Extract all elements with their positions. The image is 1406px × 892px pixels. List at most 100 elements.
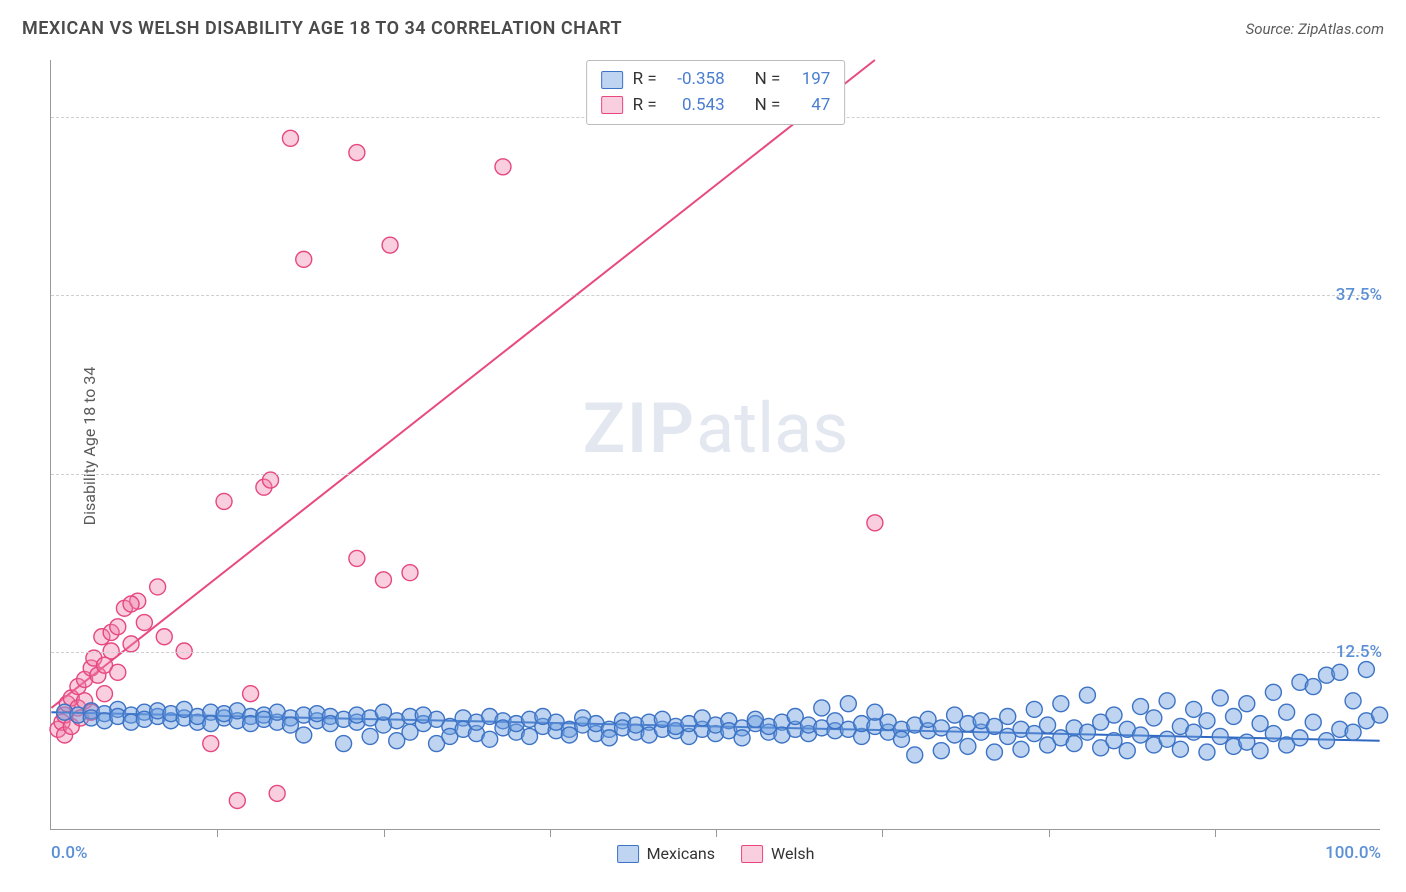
- data-point[interactable]: [1159, 731, 1175, 747]
- data-point[interactable]: [1186, 724, 1202, 740]
- stats-row-welsh: R = 0.543 N = 47: [601, 93, 831, 119]
- data-point[interactable]: [907, 747, 923, 763]
- data-point[interactable]: [1146, 710, 1162, 726]
- data-point[interactable]: [1279, 704, 1295, 720]
- legend-item-welsh[interactable]: Welsh: [741, 844, 814, 863]
- data-point[interactable]: [986, 744, 1002, 760]
- data-point[interactable]: [1199, 713, 1215, 729]
- stat-label-r: R =: [633, 67, 657, 93]
- data-point[interactable]: [1053, 696, 1069, 712]
- data-point[interactable]: [216, 493, 232, 509]
- data-point[interactable]: [1332, 664, 1348, 680]
- data-point[interactable]: [136, 615, 152, 631]
- stat-label-n2: N =: [755, 93, 781, 119]
- data-point[interactable]: [123, 636, 139, 652]
- gridline: [51, 474, 1380, 475]
- data-point[interactable]: [734, 730, 750, 746]
- data-point[interactable]: [1106, 707, 1122, 723]
- data-point[interactable]: [986, 718, 1002, 734]
- data-point[interactable]: [97, 686, 113, 702]
- data-point[interactable]: [1186, 701, 1202, 717]
- legend-item-mexicans[interactable]: Mexicans: [617, 844, 715, 863]
- data-point[interactable]: [382, 237, 398, 253]
- data-point[interactable]: [243, 686, 259, 702]
- data-point[interactable]: [933, 743, 949, 759]
- data-point[interactable]: [867, 515, 883, 531]
- data-point[interactable]: [1305, 714, 1321, 730]
- data-point[interactable]: [269, 785, 285, 801]
- swatch-welsh: [601, 96, 623, 114]
- data-point[interactable]: [814, 700, 830, 716]
- data-point[interactable]: [336, 736, 352, 752]
- data-point[interactable]: [229, 793, 245, 809]
- data-point[interactable]: [1358, 662, 1374, 678]
- gridline: [51, 295, 1380, 296]
- stat-welsh-r: 0.543: [667, 93, 725, 119]
- stats-box: R = -0.358 N = 197 R = 0.543 N = 47: [586, 60, 846, 125]
- data-point[interactable]: [1079, 724, 1095, 740]
- data-point[interactable]: [1133, 727, 1149, 743]
- data-point[interactable]: [495, 159, 511, 175]
- data-point[interactable]: [840, 696, 856, 712]
- stat-welsh-n: 47: [790, 93, 830, 119]
- data-point[interactable]: [1199, 744, 1215, 760]
- legend-label-welsh: Welsh: [771, 844, 814, 863]
- data-point[interactable]: [282, 717, 298, 733]
- data-point[interactable]: [1066, 736, 1082, 752]
- data-point[interactable]: [156, 629, 172, 645]
- data-point[interactable]: [1000, 709, 1016, 725]
- data-point[interactable]: [349, 550, 365, 566]
- data-point[interactable]: [867, 704, 883, 720]
- data-point[interactable]: [601, 730, 617, 746]
- data-point[interactable]: [1265, 726, 1281, 742]
- data-point[interactable]: [1319, 733, 1335, 749]
- data-point[interactable]: [1159, 693, 1175, 709]
- x-tick: [384, 829, 385, 837]
- data-point[interactable]: [110, 619, 126, 635]
- data-point[interactable]: [1133, 699, 1149, 715]
- data-point[interactable]: [482, 731, 498, 747]
- data-point[interactable]: [349, 145, 365, 161]
- data-point[interactable]: [1372, 707, 1388, 723]
- data-point[interactable]: [960, 738, 976, 754]
- stat-label-n: N =: [755, 67, 781, 93]
- data-point[interactable]: [1252, 716, 1268, 732]
- y-tick-label: 37.5%: [1336, 285, 1386, 305]
- data-point[interactable]: [1079, 687, 1095, 703]
- data-point[interactable]: [1292, 730, 1308, 746]
- data-point[interactable]: [522, 728, 538, 744]
- data-point[interactable]: [1226, 709, 1242, 725]
- data-point[interactable]: [1119, 743, 1135, 759]
- data-point[interactable]: [1345, 724, 1361, 740]
- data-point[interactable]: [1212, 728, 1228, 744]
- regression-line: [51, 60, 875, 708]
- data-point[interactable]: [1212, 690, 1228, 706]
- data-point[interactable]: [375, 572, 391, 588]
- source-label: Source: ZipAtlas.com: [1246, 20, 1384, 38]
- data-point[interactable]: [1106, 733, 1122, 749]
- x-tick: [716, 829, 717, 837]
- data-point[interactable]: [1252, 743, 1268, 759]
- data-point[interactable]: [893, 731, 909, 747]
- data-point[interactable]: [150, 579, 166, 595]
- data-point[interactable]: [282, 130, 298, 146]
- data-point[interactable]: [1345, 693, 1361, 709]
- data-point[interactable]: [296, 251, 312, 267]
- data-point[interactable]: [123, 596, 139, 612]
- data-point[interactable]: [296, 727, 312, 743]
- data-point[interactable]: [1040, 717, 1056, 733]
- data-point[interactable]: [1013, 741, 1029, 757]
- data-point[interactable]: [362, 728, 378, 744]
- data-point[interactable]: [1239, 696, 1255, 712]
- data-point[interactable]: [1265, 684, 1281, 700]
- data-point[interactable]: [1026, 701, 1042, 717]
- data-point[interactable]: [1305, 679, 1321, 695]
- plot-area: ZIPatlas R = -0.358 N = 197 R = 0.543 N …: [50, 60, 1380, 830]
- data-point[interactable]: [947, 727, 963, 743]
- data-point[interactable]: [561, 727, 577, 743]
- data-point[interactable]: [1172, 741, 1188, 757]
- stat-label-r2: R =: [633, 93, 657, 119]
- data-point[interactable]: [203, 736, 219, 752]
- data-point[interactable]: [110, 664, 126, 680]
- data-point[interactable]: [402, 565, 418, 581]
